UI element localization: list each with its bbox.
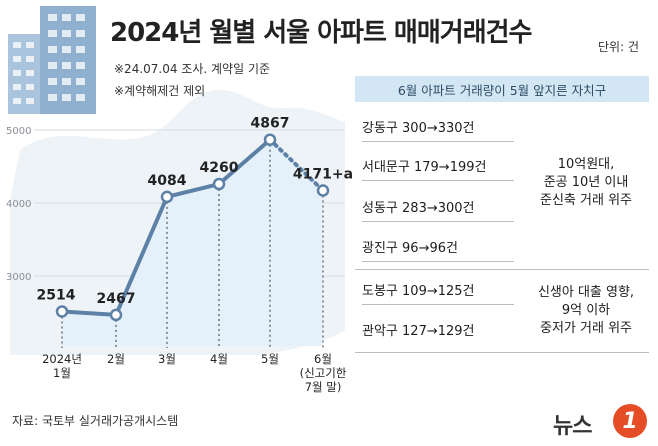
area-layer — [62, 139, 323, 346]
apartment-buildings-icon — [8, 6, 96, 114]
data-point — [55, 305, 69, 318]
district-name: 광진구 — [362, 240, 398, 256]
data-label: 4171+a — [293, 167, 353, 183]
district-row: 광진구 96→96건 — [362, 231, 514, 262]
unit-label: 단위: 건 — [598, 40, 639, 54]
data-label: 4084 — [148, 173, 187, 189]
district-name: 서대문구 — [362, 159, 410, 175]
district-row: 성동구 283→300건 — [362, 191, 514, 222]
x-tick-label: 3월 — [158, 352, 176, 366]
data-label: 4867 — [251, 116, 290, 132]
x-tick-label: 2월 — [107, 352, 125, 366]
news1-logo-icon: 뉴스 1 — [553, 404, 653, 440]
district-name: 도봉구 — [362, 283, 398, 299]
series-line-segment — [217, 137, 272, 187]
marker-layer — [55, 133, 330, 322]
x-tick-label: (신고기한 — [300, 366, 347, 380]
data-label: 4260 — [200, 160, 239, 176]
y-tick-label: 3000 — [6, 272, 31, 283]
line-layer — [60, 137, 325, 317]
data-label-layer: 2514 2467 4084 4260 4867 4171+a — [37, 116, 354, 307]
series-line-segment — [114, 194, 169, 317]
x-tick-label: 2024년 — [42, 352, 82, 366]
group-separator — [355, 269, 649, 270]
data-point — [316, 184, 330, 197]
district-group-note-2: 신생아 대출 영향, 9억 이하 중저가 거래 위주 — [537, 285, 635, 336]
data-label: 2467 — [97, 291, 136, 307]
source-credit: 자료: 국토부 실거래가공개시스템 — [12, 414, 179, 428]
note-exclusion: ※계약해제건 제외 — [114, 84, 206, 98]
series-line-segment — [60, 309, 118, 317]
district-change: 109→125건 — [402, 283, 475, 299]
logo-text: 뉴스 — [553, 414, 592, 439]
x-tick-label: 1월 — [53, 366, 71, 380]
district-group-note-1: 10억원대, 준공 10년 이내 준신축 거래 위주 — [540, 157, 632, 208]
district-change: 179→199건 — [413, 159, 487, 175]
x-tick-label: 5월 — [261, 352, 279, 366]
y-tick-layer: 3000 4000 5000 — [6, 126, 31, 283]
district-row: 서대문구 179→199건 — [362, 150, 514, 181]
data-point — [160, 190, 174, 204]
district-row: 도봉구 109→125건 — [362, 274, 514, 305]
data-point — [263, 133, 277, 146]
series-line-segment — [165, 182, 221, 199]
chart-title: 2024년 월별 서울 아파트 매매거래건수 — [110, 18, 532, 48]
data-point — [109, 308, 123, 322]
data-point — [212, 177, 226, 191]
y-tick-label: 5000 — [6, 126, 31, 137]
district-row: 강동구 300→330건 — [362, 111, 514, 142]
note-survey-date: ※24.07.04 조사. 계약일 기준 — [114, 62, 271, 76]
data-label: 2514 — [37, 287, 76, 303]
district-change: 300→330건 — [402, 120, 475, 136]
district-name: 관악구 — [362, 323, 398, 339]
x-tick-label: 7월 말) — [305, 380, 342, 394]
district-row: 관악구 127→129건 — [362, 314, 514, 344]
logo-mark: 1 — [613, 404, 647, 438]
series-area — [62, 139, 323, 346]
district-panel-header: 6월 아파트 거래량이 5월 앞지른 자치구 — [355, 76, 649, 102]
x-tick-label: 4월 — [210, 352, 228, 366]
series-line-segment-dotted — [268, 137, 325, 193]
district-name: 성동구 — [362, 200, 398, 216]
x-tick-label: 6월 — [314, 352, 332, 366]
district-change: 96→96건 — [402, 240, 458, 256]
district-change: 127→129건 — [402, 323, 475, 339]
panel-bottom-line — [355, 352, 649, 353]
district-name: 강동구 — [362, 120, 398, 136]
district-change: 283→300건 — [402, 200, 475, 216]
y-tick-label: 4000 — [6, 199, 31, 210]
